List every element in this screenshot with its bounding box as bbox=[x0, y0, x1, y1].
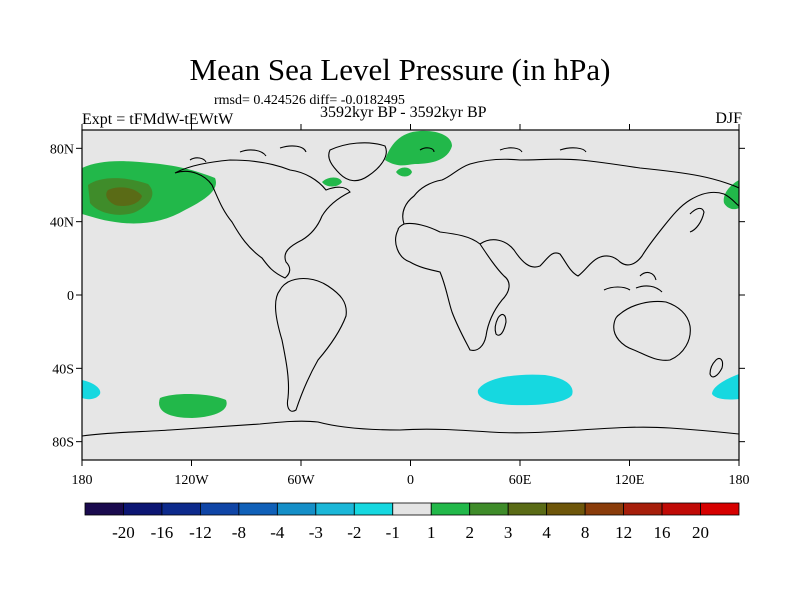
colorbar-swatch-5 bbox=[276, 502, 317, 516]
coast-antarctica bbox=[82, 420, 739, 437]
anomaly-arctic-small bbox=[396, 167, 412, 177]
colorbar-swatch-11 bbox=[507, 502, 548, 516]
colorbar-swatch-14 bbox=[623, 502, 663, 516]
lat-label-3: 40S bbox=[52, 362, 74, 377]
colorbar-label-6: -2 bbox=[347, 523, 361, 542]
anomaly-greenland bbox=[385, 130, 452, 166]
coast-africa-europe bbox=[395, 222, 510, 351]
lat-label-1: 40N bbox=[50, 216, 74, 231]
lon-label-0: 180 bbox=[72, 473, 93, 488]
lat-label-0: 80N bbox=[50, 142, 74, 157]
lon-label-6: 180 bbox=[729, 473, 750, 488]
colorbar-label-14: 16 bbox=[654, 523, 671, 542]
anomaly-south-pacific bbox=[159, 394, 227, 418]
lon-label-3: 0 bbox=[407, 473, 414, 488]
coast-north-america bbox=[174, 159, 351, 279]
colorbar-swatch-8 bbox=[392, 502, 432, 516]
colorbar-label-8: 1 bbox=[427, 523, 436, 542]
season-label: DJF bbox=[715, 110, 742, 127]
colorbar-swatch-13 bbox=[584, 502, 624, 516]
coast-asia bbox=[479, 191, 739, 277]
plot-title: Mean Sea Level Pressure (in hPa) bbox=[189, 52, 611, 87]
anomaly-north-pacific-peak bbox=[106, 187, 142, 206]
colorbar-swatch-6 bbox=[315, 502, 355, 516]
colorbar-label-2: -12 bbox=[189, 523, 212, 542]
experiment-label: Expt = tFMdW-tEWtW bbox=[82, 111, 234, 128]
colorbar-swatch-9 bbox=[430, 502, 471, 516]
stats-label: rmsd= 0.424526 diff= -0.0182495 bbox=[214, 93, 405, 108]
anomaly-southern-ocean-east bbox=[712, 374, 739, 400]
coastlines bbox=[82, 142, 739, 437]
coast-indonesia bbox=[603, 271, 663, 293]
colorbar-label-7: -1 bbox=[386, 523, 400, 542]
colorbar-swatch-0 bbox=[84, 502, 124, 516]
coast-greenland bbox=[328, 142, 387, 182]
coast-japan bbox=[689, 207, 705, 233]
colorbar: -20 -16 -12 -8 -4 -3 -2 -1 1 2 3 4 8 12 16 20 bbox=[84, 502, 740, 542]
colorbar-label-10: 3 bbox=[504, 523, 513, 542]
colorbar-swatch-3 bbox=[200, 502, 240, 516]
coast-madagascar bbox=[494, 313, 507, 336]
colorbar-label-3: -8 bbox=[232, 523, 246, 542]
coast-new-zealand bbox=[709, 357, 724, 378]
lon-label-5: 120E bbox=[615, 473, 645, 488]
lat-label-2: 0 bbox=[67, 289, 74, 304]
colorbar-label-15: 20 bbox=[692, 523, 709, 542]
colorbar-label-12: 8 bbox=[581, 523, 590, 542]
colorbar-swatch-16 bbox=[700, 502, 740, 516]
coast-south-america bbox=[274, 277, 347, 412]
lat-label-4: 80S bbox=[52, 436, 74, 451]
axis-ticks: 80N 40N 0 40S 80S 180 120W 60W 0 60E 120E 180 bbox=[50, 124, 750, 488]
colorbar-swatch-7 bbox=[353, 502, 394, 516]
coast-australia bbox=[613, 300, 691, 361]
colorbar-label-11: 4 bbox=[542, 523, 551, 542]
period-label: 3592kyr BP - 3592kyr BP bbox=[320, 104, 487, 121]
anomaly-north-atlantic bbox=[322, 177, 342, 187]
lon-label-1: 120W bbox=[174, 473, 209, 488]
anomaly-southern-ocean-west bbox=[82, 380, 101, 400]
colorbar-swatch-1 bbox=[123, 502, 163, 516]
lon-label-2: 60W bbox=[287, 473, 315, 488]
lon-label-4: 60E bbox=[509, 473, 532, 488]
colorbar-label-5: -3 bbox=[309, 523, 323, 542]
colorbar-swatch-12 bbox=[546, 502, 586, 516]
colorbar-label-0: -20 bbox=[112, 523, 135, 542]
colorbar-swatch-2 bbox=[161, 502, 201, 516]
colorbar-swatch-4 bbox=[238, 502, 278, 516]
colorbar-label-4: -4 bbox=[270, 523, 285, 542]
coast-europe bbox=[402, 158, 739, 225]
colorbar-swatch-15 bbox=[661, 502, 701, 516]
colorbar-label-13: 12 bbox=[615, 523, 632, 542]
colorbar-label-9: 2 bbox=[465, 523, 474, 542]
colorbar-swatch-10 bbox=[469, 502, 509, 516]
colorbar-label-1: -16 bbox=[151, 523, 174, 542]
coast-arctic-islands bbox=[189, 145, 587, 163]
anomaly-south-indian bbox=[477, 374, 573, 406]
